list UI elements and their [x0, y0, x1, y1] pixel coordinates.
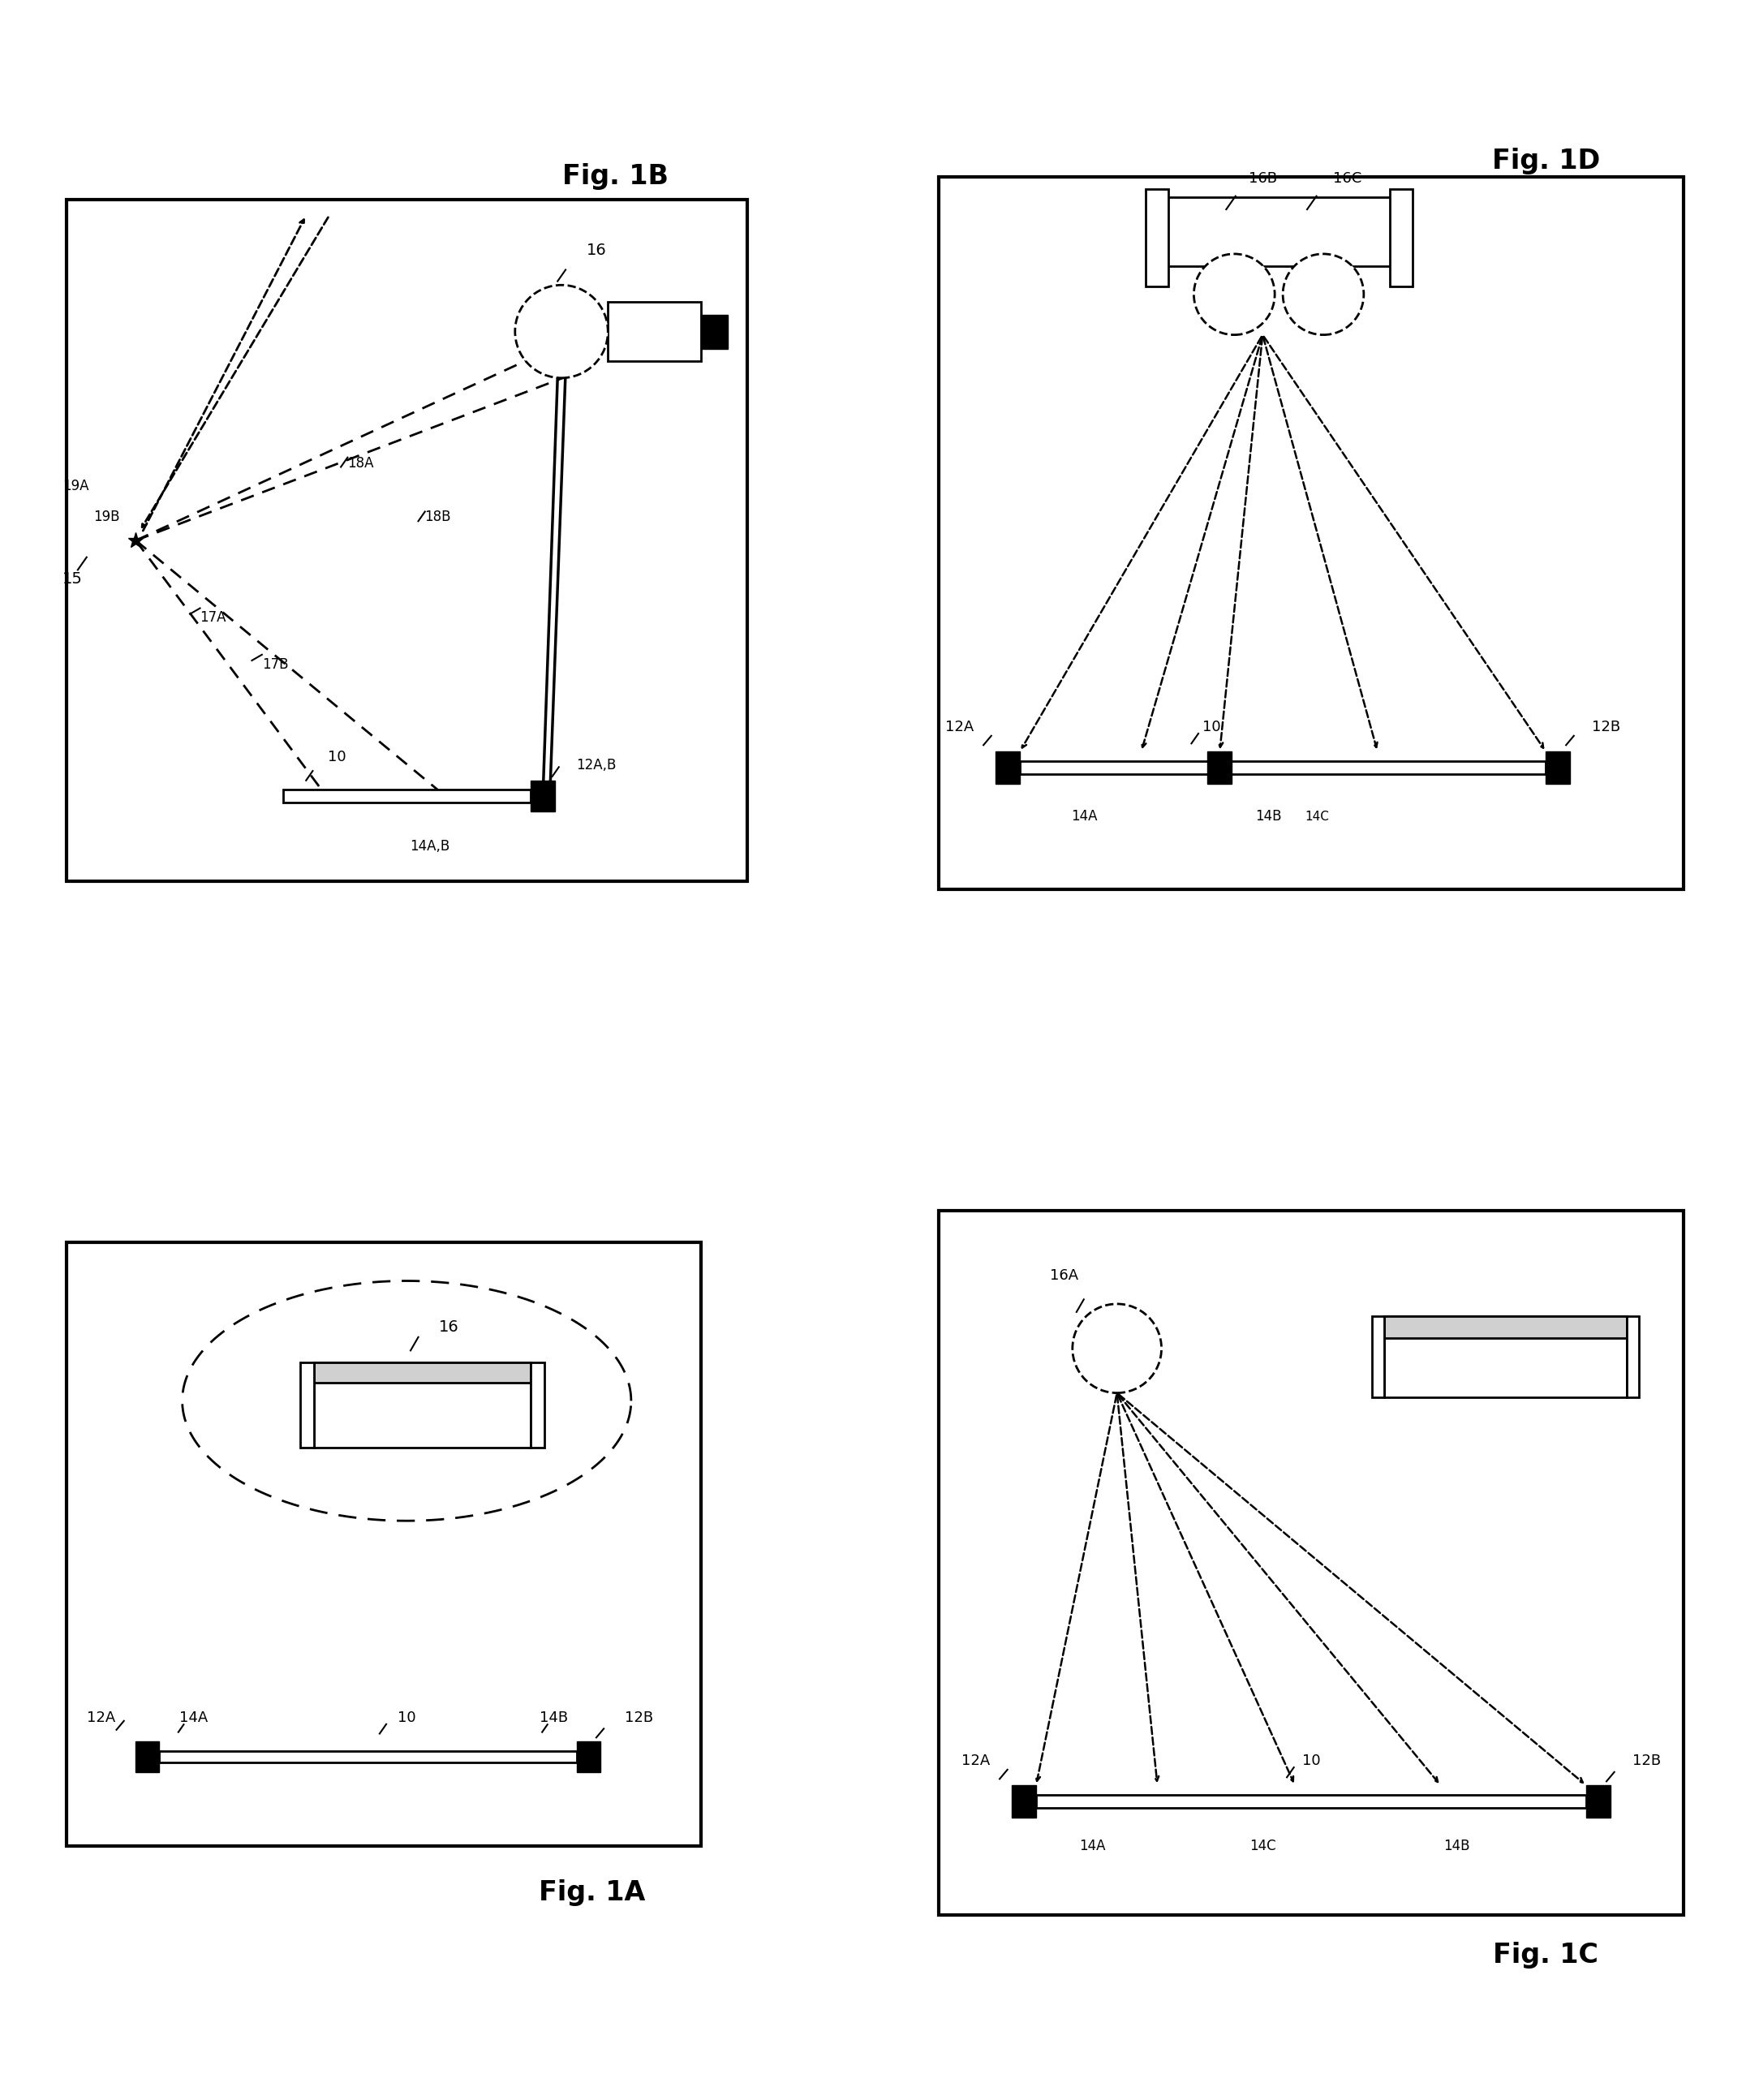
Bar — [1208, 752, 1231, 783]
Bar — [172, 1365, 285, 1474]
Text: Fig. 1D: Fig. 1D — [1492, 147, 1601, 174]
Text: 18A: 18A — [347, 456, 373, 470]
Circle shape — [515, 286, 609, 378]
Text: 10: 10 — [1203, 720, 1221, 735]
Bar — [1551, 1487, 1653, 1583]
Bar — [283, 790, 531, 802]
Bar — [313, 1363, 531, 1384]
Text: 12B: 12B — [1592, 720, 1620, 735]
Bar — [1020, 762, 1546, 775]
Bar — [1048, 351, 1085, 420]
Bar — [1546, 1485, 1578, 1556]
Bar — [158, 1751, 577, 1762]
Circle shape — [1282, 254, 1363, 334]
Text: 14A: 14A — [1080, 1840, 1106, 1854]
Bar — [1390, 189, 1412, 286]
Bar — [1372, 1317, 1384, 1396]
Text: 10: 10 — [327, 750, 347, 764]
Bar — [1384, 1317, 1627, 1338]
Text: 16A: 16A — [1050, 1268, 1078, 1283]
Bar — [313, 1363, 531, 1447]
Text: 19B: 19B — [93, 510, 120, 525]
Bar — [1145, 189, 1168, 286]
Text: 12A: 12A — [945, 720, 973, 735]
Bar — [976, 353, 1080, 454]
Text: 16: 16 — [440, 1319, 459, 1336]
Text: 17B: 17B — [262, 657, 288, 672]
Text: 12B: 12B — [1632, 1754, 1660, 1768]
Bar — [172, 1365, 257, 1426]
Bar — [609, 302, 700, 361]
Text: 14B: 14B — [1256, 808, 1282, 823]
Circle shape — [1194, 254, 1275, 334]
Bar — [577, 1741, 600, 1772]
Text: 12A,B: 12A,B — [577, 758, 616, 773]
Text: 14A: 14A — [1071, 808, 1098, 823]
Bar — [1590, 386, 1629, 456]
Bar — [969, 386, 1008, 456]
Text: 10: 10 — [398, 1711, 415, 1726]
Bar — [67, 200, 748, 882]
Text: 15: 15 — [62, 571, 83, 586]
Bar — [559, 1365, 672, 1474]
Text: 16: 16 — [586, 242, 607, 258]
Bar — [1036, 1795, 1587, 1808]
Text: 14B: 14B — [1444, 1840, 1471, 1854]
Text: 14B: 14B — [540, 1711, 568, 1726]
Text: 12A: 12A — [960, 1754, 990, 1768]
Text: Fig. 1C: Fig. 1C — [1493, 1942, 1599, 1968]
Text: Fig. 1A: Fig. 1A — [540, 1880, 646, 1905]
Text: 14A: 14A — [179, 1711, 208, 1726]
Bar — [554, 1363, 600, 1432]
Bar — [1587, 1785, 1611, 1819]
Bar — [167, 1407, 213, 1478]
Bar — [1011, 1785, 1036, 1819]
Bar — [135, 1741, 158, 1772]
Bar — [67, 1243, 700, 1846]
Text: 17A: 17A — [201, 611, 227, 626]
Bar — [588, 1365, 672, 1426]
Bar — [1518, 353, 1622, 454]
Text: 12A: 12A — [86, 1711, 116, 1726]
Bar — [245, 1363, 290, 1432]
Bar — [1571, 1487, 1653, 1533]
Bar — [1541, 353, 1622, 405]
Bar — [299, 1363, 313, 1447]
Bar — [939, 1212, 1683, 1915]
Bar — [939, 176, 1683, 888]
Bar — [531, 781, 556, 811]
Text: 14A,B: 14A,B — [410, 838, 450, 853]
Bar — [531, 1363, 545, 1447]
Text: 10: 10 — [1302, 1754, 1321, 1768]
Circle shape — [1073, 1304, 1161, 1392]
Text: Fig. 1B: Fig. 1B — [563, 164, 668, 191]
Bar — [631, 1407, 677, 1478]
Bar — [1513, 351, 1550, 420]
Text: 14C: 14C — [1305, 811, 1330, 823]
Bar — [700, 315, 728, 349]
Text: 16C: 16C — [1333, 172, 1361, 187]
Text: 19A: 19A — [62, 479, 88, 493]
Text: 16B: 16B — [1249, 172, 1277, 187]
Bar — [1166, 197, 1400, 267]
Text: 18B: 18B — [424, 510, 450, 525]
Bar — [976, 353, 1057, 405]
Text: 14C: 14C — [1249, 1840, 1275, 1854]
Bar — [1627, 1514, 1659, 1586]
Text: 12B: 12B — [624, 1711, 653, 1726]
Bar — [1384, 1317, 1627, 1396]
Bar — [1627, 1317, 1639, 1396]
Bar — [996, 752, 1020, 783]
Bar — [1546, 752, 1571, 783]
